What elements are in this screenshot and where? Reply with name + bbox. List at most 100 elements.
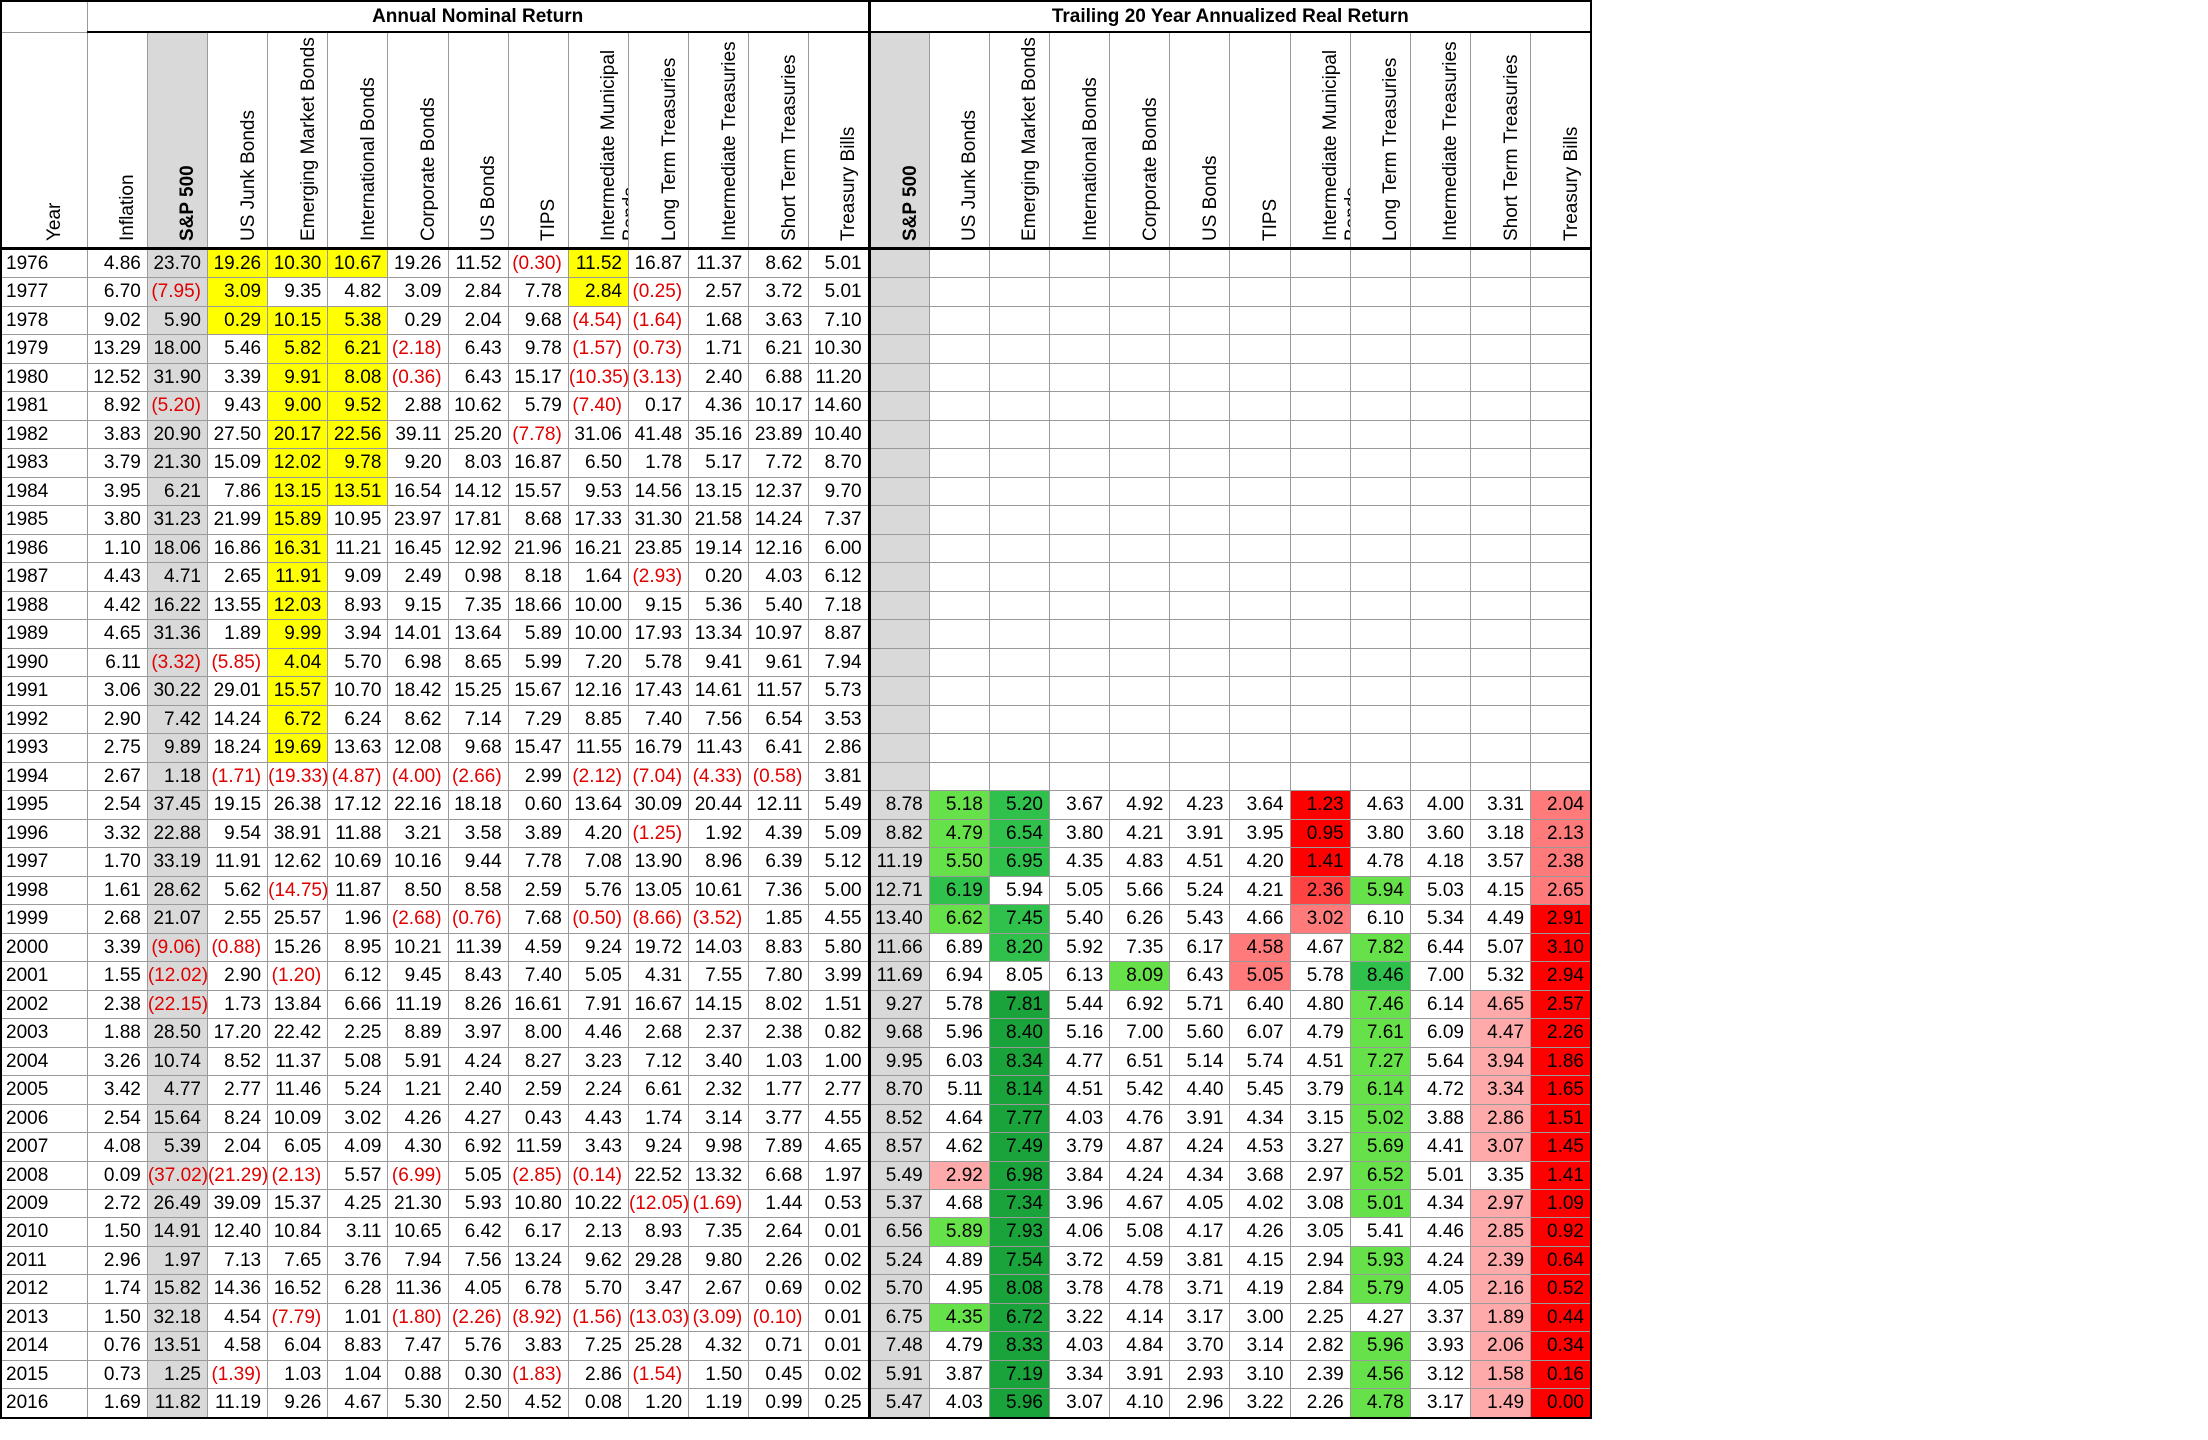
nominal-return-cell: 4.04 (267, 647, 329, 678)
real-return-cell (928, 505, 990, 535)
column-header-short-term-treasuries: Short Term Treasuries (748, 31, 810, 250)
real-return-cell: 1.58 (1469, 1359, 1532, 1390)
nominal-return-cell: 3.42 (86, 1075, 148, 1105)
nominal-return-cell: 8.43 (447, 961, 509, 991)
year-cell: 1991 (0, 676, 88, 706)
real-return-cell: 2.39 (1289, 1359, 1351, 1390)
real-return-cell: 3.35 (1469, 1160, 1532, 1190)
nominal-return-cell: (7.78) (507, 419, 569, 450)
nominal-return-cell: 0.08 (567, 1388, 629, 1419)
real-return-cell: 7.81 (988, 989, 1051, 1020)
nominal-return-cell: 9.15 (387, 590, 449, 621)
nominal-return-cell: 16.87 (507, 448, 569, 478)
nominal-return-cell: (0.73) (627, 334, 690, 364)
real-return-cell (1289, 305, 1351, 336)
nominal-return-cell: 3.39 (86, 932, 148, 963)
year-cell: 1997 (0, 847, 88, 877)
real-return-cell (868, 533, 930, 564)
nominal-return-cell: (2.13) (267, 1160, 329, 1190)
real-return-cell: 8.40 (988, 1018, 1051, 1048)
column-header-label: Treasury Bills (1560, 126, 1582, 241)
real-return-cell: 4.03 (1048, 1331, 1111, 1361)
real-return-cell: 1.45 (1530, 1132, 1592, 1162)
nominal-return-cell: (1.56) (567, 1302, 629, 1333)
nominal-return-cell: 13.29 (86, 334, 148, 364)
nominal-return-cell: 2.40 (688, 362, 750, 393)
real-return-cell: 1.23 (1289, 790, 1351, 820)
nominal-return-cell: 10.00 (567, 590, 629, 621)
real-return-cell: 3.22 (1229, 1388, 1291, 1419)
nominal-return-cell: 5.24 (327, 1075, 389, 1105)
real-return-cell: 11.69 (868, 961, 930, 991)
nominal-return-cell: 5.91 (387, 1046, 449, 1077)
table-row: 1999 2.68 21.07 2.55 25.57 1.96 (2.68) (0.76) 7.… (0, 904, 1592, 934)
real-return-cell: 4.89 (928, 1245, 990, 1276)
real-return-cell: 4.00 (1409, 790, 1471, 820)
nominal-return-cell: 7.42 (146, 704, 208, 735)
real-return-cell (1469, 334, 1532, 364)
real-return-cell (1409, 277, 1471, 307)
nominal-return-cell: 3.09 (387, 277, 449, 307)
real-return-cell (1229, 362, 1291, 393)
table-row: 2011 2.96 1.97 7.13 7.65 3.76 7.94 7.56 13.24 9.6… (0, 1245, 1592, 1276)
nominal-return-cell: 4.43 (86, 562, 148, 592)
nominal-return-cell: 14.03 (688, 932, 750, 963)
nominal-return-cell: 9.41 (688, 647, 750, 678)
nominal-return-cell: 9.78 (327, 448, 389, 478)
nominal-return-cell: 5.78 (627, 647, 690, 678)
column-header-label: International Bonds (357, 77, 379, 241)
real-return-cell (1169, 562, 1231, 592)
real-return-cell: 5.14 (1169, 1046, 1231, 1077)
nominal-return-cell: (0.36) (387, 362, 449, 393)
nominal-return-cell: 18.18 (447, 790, 509, 820)
table-row: 1976 4.86 23.70 19.26 10.30 10.67 19.26 11.52 (0… (0, 247, 1592, 279)
table-row: 1980 12.52 31.90 3.39 9.91 8.08 (0.36) 6.43 15.1… (0, 362, 1592, 393)
real-return-cell: 3.57 (1469, 847, 1532, 877)
nominal-return-cell: (19.33) (267, 761, 329, 792)
nominal-return-cell: (1.25) (627, 818, 690, 849)
year-cell: 1985 (0, 505, 88, 535)
nominal-return-cell: 6.28 (327, 1274, 389, 1304)
year-cell: 2011 (0, 1245, 88, 1276)
real-return-cell (1349, 590, 1411, 621)
real-return-cell (1048, 277, 1111, 307)
nominal-return-cell: 3.47 (627, 1274, 690, 1304)
nominal-return-cell: 3.09 (206, 277, 269, 307)
nominal-return-cell: 4.52 (507, 1388, 569, 1419)
real-return-cell: 6.40 (1229, 989, 1291, 1020)
real-return-cell: 2.97 (1289, 1160, 1351, 1190)
real-return-cell (1048, 448, 1111, 478)
year-cell: 1987 (0, 562, 88, 592)
nominal-return-cell: 10.67 (327, 247, 389, 279)
real-return-cell (1349, 247, 1411, 279)
real-return-cell (988, 733, 1051, 763)
real-return-cell: 6.10 (1349, 904, 1411, 934)
nominal-return-cell: (0.76) (447, 904, 509, 934)
nominal-return-cell: 0.02 (808, 1274, 871, 1304)
year-cell: 1980 (0, 362, 88, 393)
nominal-return-cell: (2.85) (507, 1160, 569, 1190)
real-return-cell (1048, 647, 1111, 678)
real-return-cell: 4.41 (1409, 1132, 1471, 1162)
real-return-cell (988, 334, 1051, 364)
real-return-cell (928, 676, 990, 706)
real-return-cell (1349, 647, 1411, 678)
nominal-return-cell: 2.04 (206, 1132, 269, 1162)
real-return-cell: 5.02 (1349, 1103, 1411, 1134)
nominal-return-cell: 11.91 (206, 847, 269, 877)
real-return-cell: 2.25 (1289, 1302, 1351, 1333)
real-return-cell: 6.13 (1048, 961, 1111, 991)
real-return-cell (1169, 305, 1231, 336)
nominal-return-cell: 11.39 (447, 932, 509, 963)
nominal-return-cell: 13.84 (267, 989, 329, 1020)
nominal-return-cell: 1.71 (688, 334, 750, 364)
real-return-cell (868, 277, 930, 307)
nominal-return-cell: 2.75 (86, 733, 148, 763)
real-return-cell (928, 476, 990, 507)
real-return-cell (1229, 505, 1291, 535)
nominal-return-cell: 9.98 (688, 1132, 750, 1162)
column-header-label: Long Term Treasuries (658, 57, 680, 241)
nominal-return-cell: 22.88 (146, 818, 208, 849)
real-return-cell: 5.70 (868, 1274, 930, 1304)
nominal-return-cell: 3.83 (86, 419, 148, 450)
